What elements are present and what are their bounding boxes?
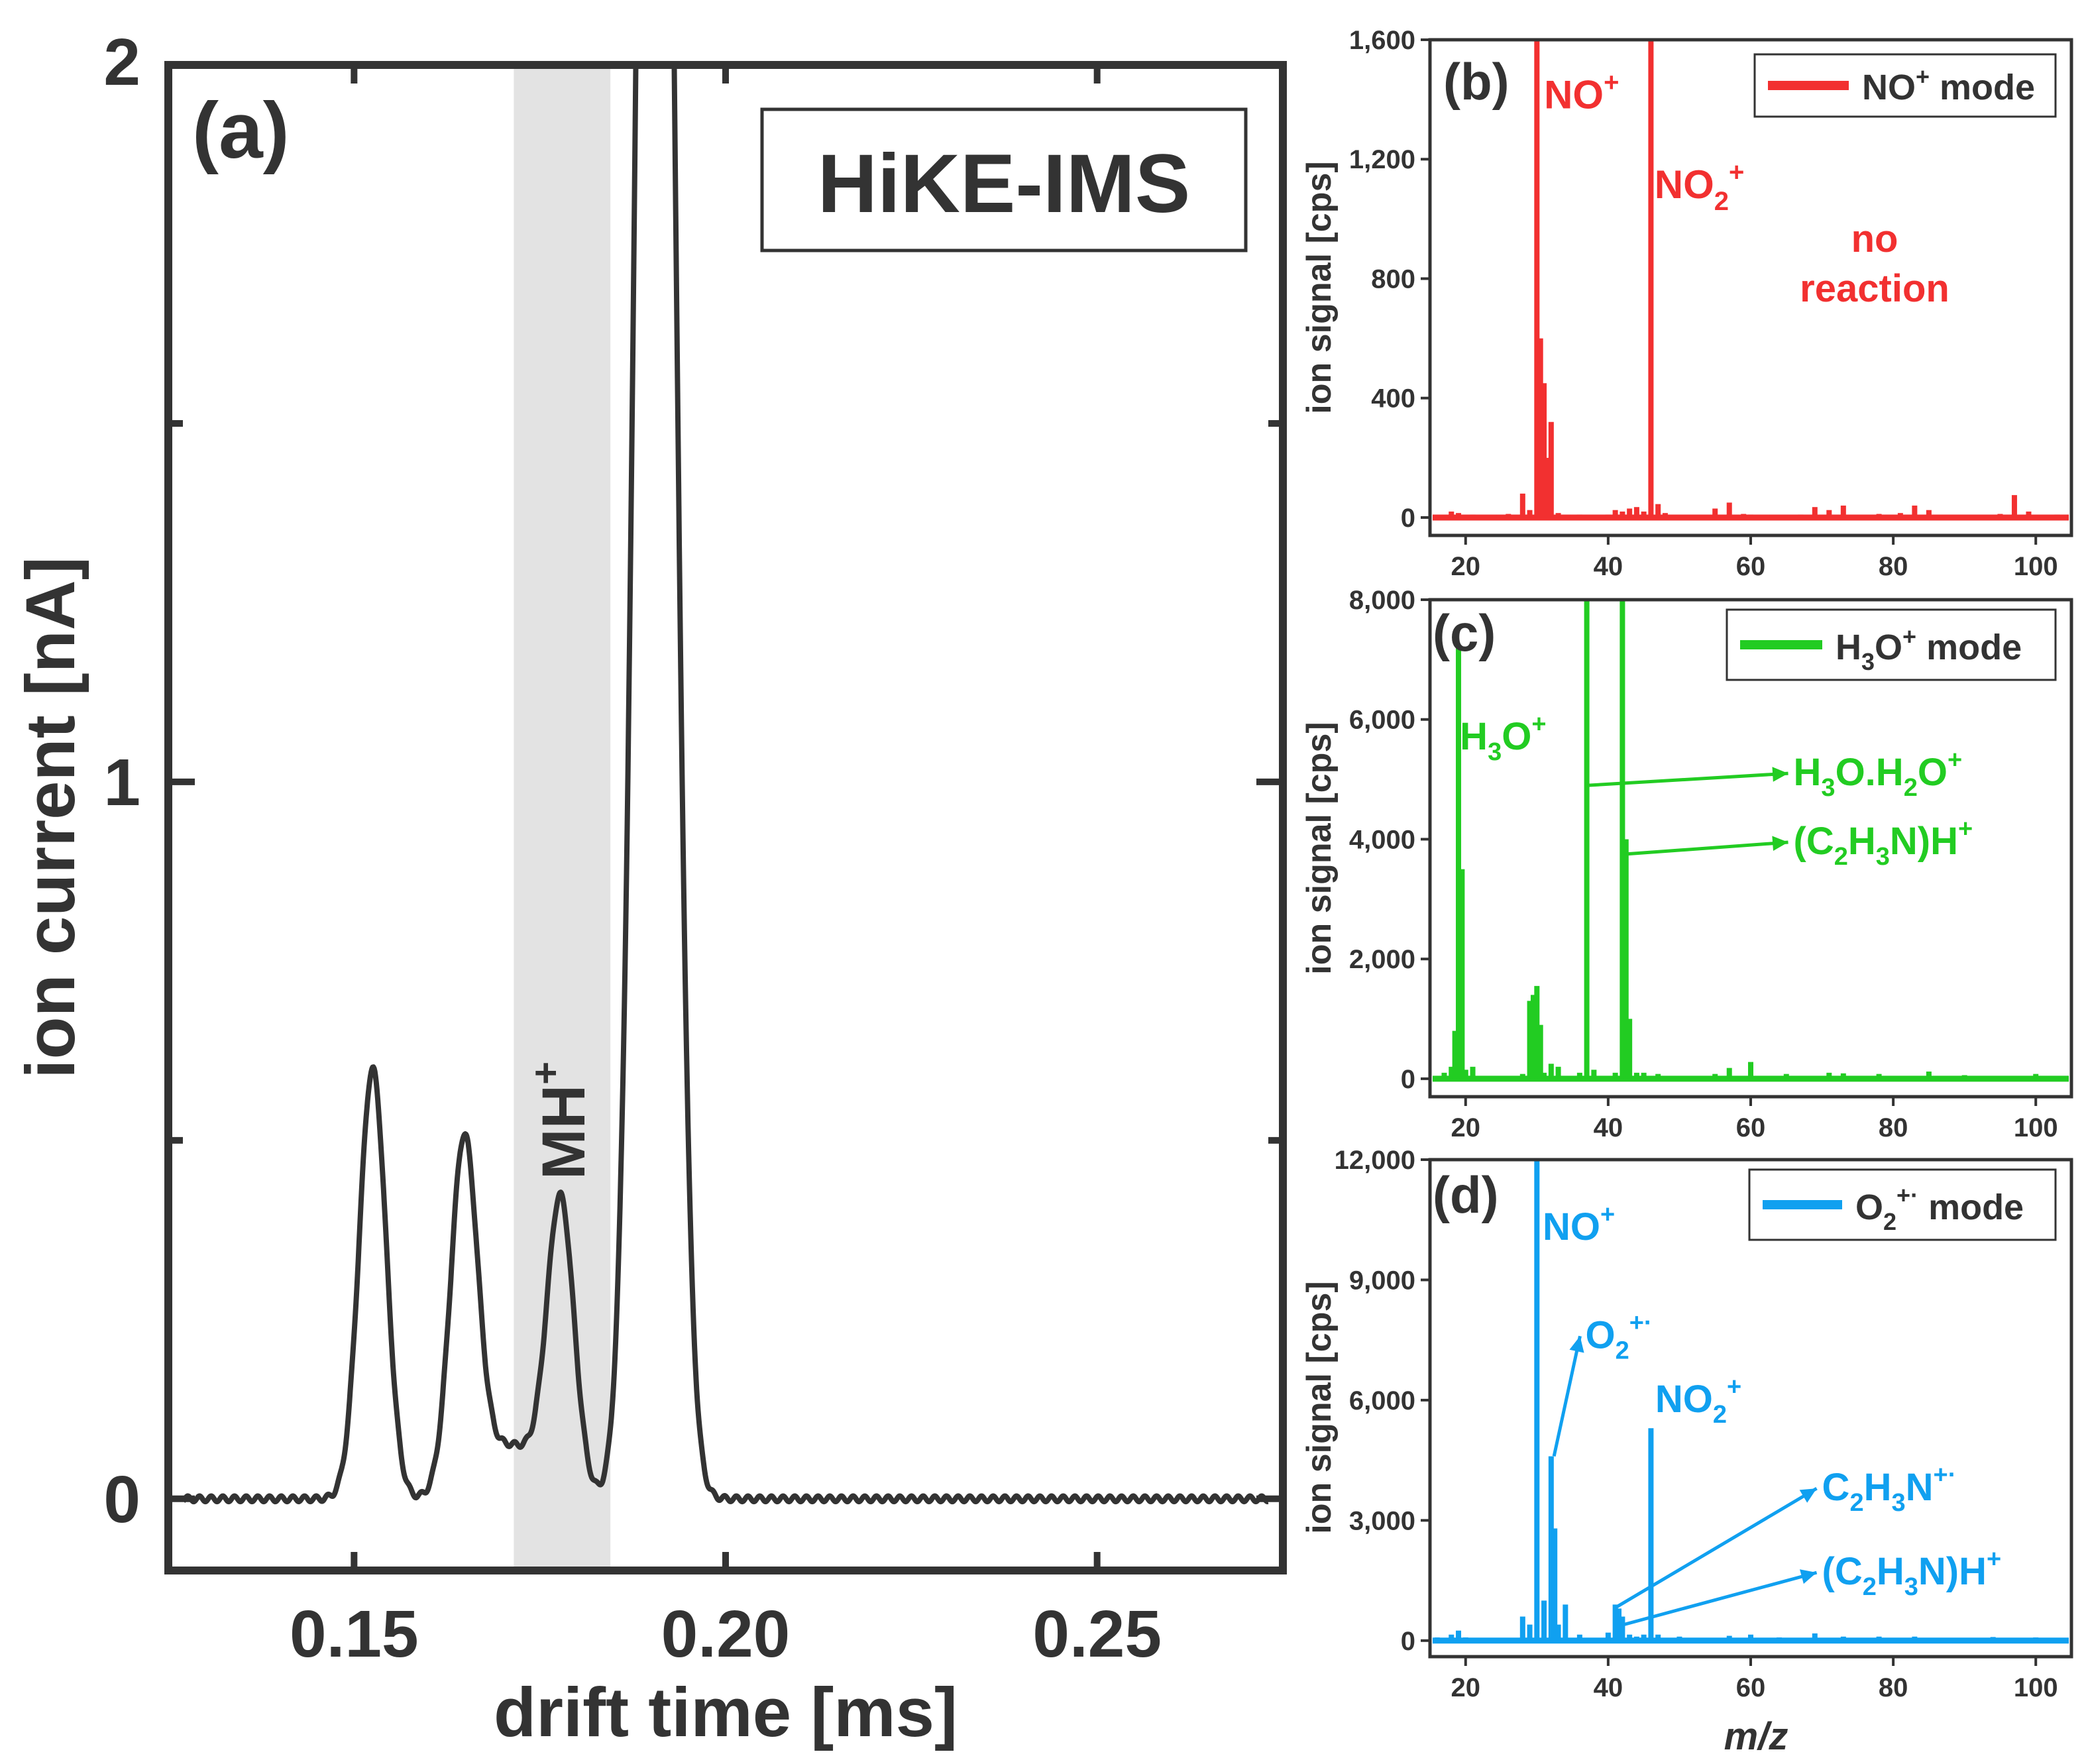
panel-b-x-tick-labels: 20 40 60 80 100 <box>1451 552 2058 581</box>
panel-d-y-tick-label: 3,000 <box>1349 1506 1415 1535</box>
panel-a-trace <box>181 65 1270 1505</box>
panel-a-x-tick-label: 0.25 <box>1032 1597 1162 1671</box>
panel-d-arrow-head <box>1800 1569 1817 1584</box>
panel-d-bars <box>1433 1160 2069 1644</box>
panel-a-shaded-region <box>514 65 611 1571</box>
panel-a: (a) HiKE-IMS MH+ 0.15 0.20 0.25 012 drift … <box>12 25 1287 1751</box>
panel-c-x-tick-label: 20 <box>1451 1113 1481 1142</box>
panel-d-annotation-no2: NO2+ <box>1655 1373 1741 1429</box>
panel-d-x-tick-label: 20 <box>1451 1673 1481 1702</box>
panel-d-y-tick-label: 12,000 <box>1335 1146 1415 1175</box>
panel-c-y-tick-label: 0 <box>1401 1065 1415 1094</box>
panel-c-y-axis-label: ion signal [cps] <box>1300 722 1339 974</box>
panel-b-legend: NO+ mode <box>1753 53 2057 118</box>
panel-a-x-tick-label: 0.20 <box>661 1597 791 1671</box>
panel-c-arrow-line <box>1624 840 1788 856</box>
panel-b-y-tick-label: 1,600 <box>1349 26 1415 55</box>
panel-c-legend: H3O+ mode <box>1726 608 2057 681</box>
panel-b-legend-text: NO+ mode <box>1862 63 2035 107</box>
panel-c-bars <box>1433 600 2069 1082</box>
panel-c-frame <box>1428 598 2073 1099</box>
panel-d-arrow-head <box>1569 1336 1584 1353</box>
panel-c-y-tick-label: 6,000 <box>1349 706 1415 735</box>
panel-a-y-axis-label: ion current [nA] <box>12 557 89 1078</box>
panel-c: 20 40 60 80 100 0 2,000 4,000 6,000 8,000 ion si… <box>1300 586 2073 1142</box>
panel-b-y-tick-label: 1,200 <box>1349 145 1415 174</box>
panel-a-y-tick-label: 1 <box>103 745 140 820</box>
panel-b-y-tick-labels: 0 400 800 1,200 1,600 <box>1349 26 1415 533</box>
panel-d-label: (d) <box>1433 1166 1499 1224</box>
panel-b-x-tick-label: 20 <box>1451 552 1481 581</box>
panel-a-title-box <box>760 107 1248 252</box>
panel-d-y-axis-label: ion signal [cps] <box>1300 1281 1339 1533</box>
panel-d-legend: O2+· mode <box>1748 1168 2057 1241</box>
panel-d-y-tick-label: 0 <box>1401 1627 1415 1656</box>
panel-d-arrow-line <box>1552 1335 1582 1457</box>
panel-c-x-tick-label: 40 <box>1594 1113 1623 1142</box>
panel-c-y-tick-label: 2,000 <box>1349 945 1415 974</box>
panel-c-x-tick-label: 60 <box>1736 1113 1766 1142</box>
panel-d-x-tick-label: 40 <box>1594 1673 1623 1702</box>
panel-d-x-axis-label: m/z <box>1724 1715 1788 1758</box>
panel-b-annotation-no: NO+ <box>1544 68 1619 117</box>
panel-d-y-tick-labels: 0 3,000 6,000 9,000 12,000 <box>1335 1146 1415 1656</box>
panel-d-x-tick-labels: 20 40 60 80 100 <box>1451 1673 2058 1702</box>
panel-b-bars <box>1433 40 2069 521</box>
panel-a-frame <box>164 61 1287 1574</box>
panel-b-x-tick-label: 100 <box>2014 552 2058 581</box>
panel-b-y-tick-label: 0 <box>1401 504 1415 533</box>
panel-c-annotation-h3oh2o: H3O.H2O+ <box>1794 746 1963 802</box>
panel-c-arrow-head <box>1772 836 1788 852</box>
panel-b-label: (b) <box>1443 52 1510 111</box>
panel-d-arrow-head <box>1799 1488 1817 1503</box>
panel-d-frame <box>1428 1158 2073 1659</box>
panel-a-y-tick-label: 0 <box>103 1462 140 1537</box>
panel-c-x-tick-label: 80 <box>1879 1113 1908 1142</box>
panel-d-legend-text: O2+· mode <box>1855 1182 2024 1235</box>
panel-b-note-line-1: no <box>1851 217 1898 260</box>
panel-d-y-tick-label: 6,000 <box>1349 1386 1415 1415</box>
panel-c-y-tick-label: 8,000 <box>1349 586 1415 615</box>
panel-a-x-tick-label: 0.15 <box>290 1597 419 1671</box>
panel-c-y-tick-labels: 0 2,000 4,000 6,000 8,000 <box>1349 586 1415 1094</box>
panel-c-x-tick-labels: 20 40 60 80 100 <box>1451 1113 2058 1142</box>
panel-a-title: HiKE-IMS <box>818 138 1191 230</box>
panel-d-x-tick-label: 100 <box>2014 1673 2058 1702</box>
panel-b-note-line-2: reaction <box>1800 267 1949 310</box>
panel-d-y-tick-label: 9,000 <box>1349 1266 1415 1295</box>
panel-c-x-tick-label: 100 <box>2014 1113 2058 1142</box>
panel-c-y-tick-label: 4,000 <box>1349 825 1415 854</box>
panel-d-arrow-line <box>1613 1486 1818 1610</box>
panel-d-arrow-line <box>1623 1571 1818 1627</box>
panel-a-x-axis-label: drift time [ms] <box>494 1674 958 1751</box>
panel-b-y-tick-label: 400 <box>1371 384 1415 413</box>
panel-b: 20 40 60 80 100 0 400 800 1,200 1,600 ion signal… <box>1300 26 2073 581</box>
panel-c-arrow-line <box>1588 771 1788 787</box>
panel-d-x-tick-label: 80 <box>1879 1673 1908 1702</box>
panel-c-annotation-c2h3nh: (C2H3N)H+ <box>1794 815 1973 871</box>
panel-b-x-tick-label: 40 <box>1594 552 1623 581</box>
panel-d-x-tick-label: 60 <box>1736 1673 1766 1702</box>
panel-b-y-axis-label: ion signal [cps] <box>1300 161 1339 413</box>
panel-a-x-tick-labels: 0.15 0.20 0.25 <box>290 1597 1162 1671</box>
panel-d-annotation-c2h3nh: (C2H3N)H+ <box>1822 1545 2002 1601</box>
panel-c-arrow-head <box>1772 767 1788 782</box>
panel-d-arrows <box>1552 1335 1818 1627</box>
panel-c-arrows <box>1588 767 1788 856</box>
panel-a-label: (a) <box>192 86 290 175</box>
panel-b-x-tick-label: 80 <box>1879 552 1908 581</box>
panel-c-label: (c) <box>1433 604 1496 662</box>
panel-b-y-tick-label: 800 <box>1371 264 1415 294</box>
panel-b-frame <box>1428 38 2073 537</box>
panel-a-y-tick-labels: 0 1 2 <box>103 25 140 1537</box>
panel-a-y-tick-label: 2 <box>103 25 140 99</box>
panel-b-x-tick-label: 60 <box>1736 552 1766 581</box>
